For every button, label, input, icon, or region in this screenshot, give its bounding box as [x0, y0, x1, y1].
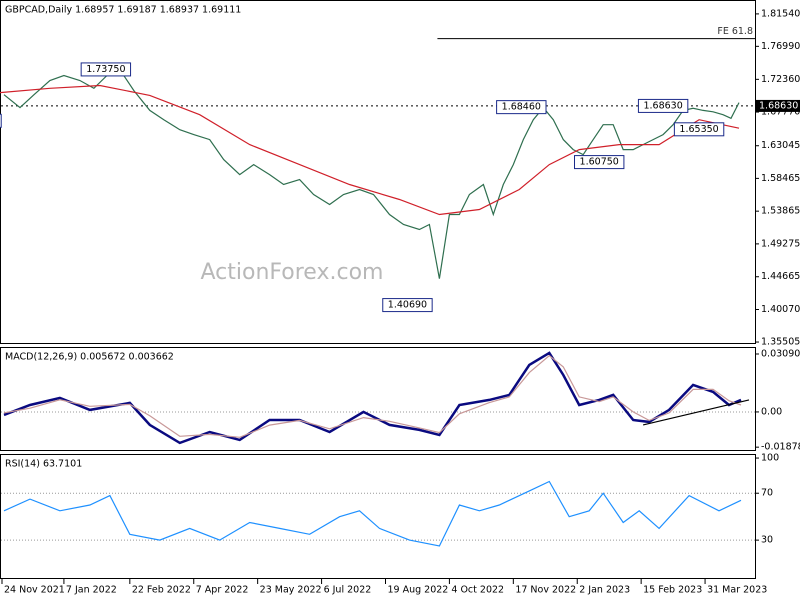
y-tick-label: 0.00: [761, 406, 782, 417]
series-line: [3, 480, 742, 547]
panel-title: GBPCAD,Daily 1.68957 1.69187 1.68937 1.6…: [5, 5, 241, 16]
y-tick-label: 70: [761, 488, 773, 499]
y-tick-label: 1.49275: [761, 238, 800, 249]
x-tick-label: 31 Mar 2023: [707, 585, 767, 596]
rsi-panel: [0, 454, 756, 579]
y-tick-label: -0.018787: [761, 442, 800, 453]
y-tick-label: 100: [761, 453, 779, 464]
annotation-label: 1.65350: [679, 124, 718, 135]
y-tick-label: 1.81540: [761, 8, 800, 19]
y-tick-label: 1.40070: [761, 304, 800, 315]
x-tick-label: 7 Apr 2022: [196, 585, 249, 596]
y-tick-label: 1.72360: [761, 74, 800, 85]
x-tick-label: 6 Jul 2022: [324, 585, 372, 596]
watermark: ActionForex.com: [201, 260, 384, 285]
panel-title: MACD(12,26,9) 0.005672 0.003662: [5, 352, 174, 363]
y-tick-label: 1.58465: [761, 173, 800, 184]
y-tick-label: 1.44665: [761, 271, 800, 282]
annotation-box: [574, 155, 625, 170]
annotation-box: [673, 122, 725, 137]
macd-panel: [0, 347, 756, 451]
price-marker: [756, 99, 800, 112]
x-tick-label: 17 Nov 2022: [515, 585, 576, 596]
x-tick-label: 2 Jan 2023: [579, 585, 630, 596]
annotation-box: [382, 298, 433, 313]
annotation-label: 1.40690: [388, 300, 427, 311]
annotation-label: 1.73750: [86, 64, 125, 75]
x-tick-label: 7 Jan 2022: [66, 585, 117, 596]
series-line: [3, 354, 742, 438]
series-line: [642, 399, 750, 426]
x-tick-label: 15 Feb 2023: [643, 585, 702, 596]
y-tick-label: 1.53865: [761, 206, 800, 217]
price-panel: [0, 0, 756, 344]
y-tick-label: 30: [761, 535, 773, 546]
y-tick-label: 1.63045: [761, 140, 800, 151]
fe-label: FE 61.8: [717, 26, 753, 37]
x-tick-label: 24 Nov 2021: [4, 585, 65, 596]
annotation-label: 1.60750: [580, 157, 619, 168]
y-tick-label: 1.67770: [761, 107, 800, 118]
annotation-box: [496, 100, 547, 115]
series-line: [3, 71, 740, 279]
annotation-label: 1.68460: [502, 102, 541, 113]
y-tick-label: 1.35505: [761, 337, 800, 348]
series-line: [3, 351, 742, 445]
price-marker-label: 1.68630: [759, 100, 798, 111]
y-tick-label: 1.76990: [761, 41, 800, 52]
annotation-box: [0, 113, 2, 128]
series-line: [0, 84, 740, 216]
x-tick-label: 23 May 2022: [260, 585, 322, 596]
x-tick-label: 19 Aug 2022: [387, 585, 448, 596]
annotation-box: [637, 98, 689, 113]
panel-title: RSI(14) 63.7101: [5, 459, 82, 470]
annotation-label: 1.68630: [643, 100, 682, 111]
y-tick-label: 0.030908: [761, 348, 800, 359]
annotation-box: [80, 62, 132, 77]
x-tick-label: 4 Oct 2022: [451, 585, 504, 596]
x-tick-label: 22 Feb 2022: [132, 585, 191, 596]
